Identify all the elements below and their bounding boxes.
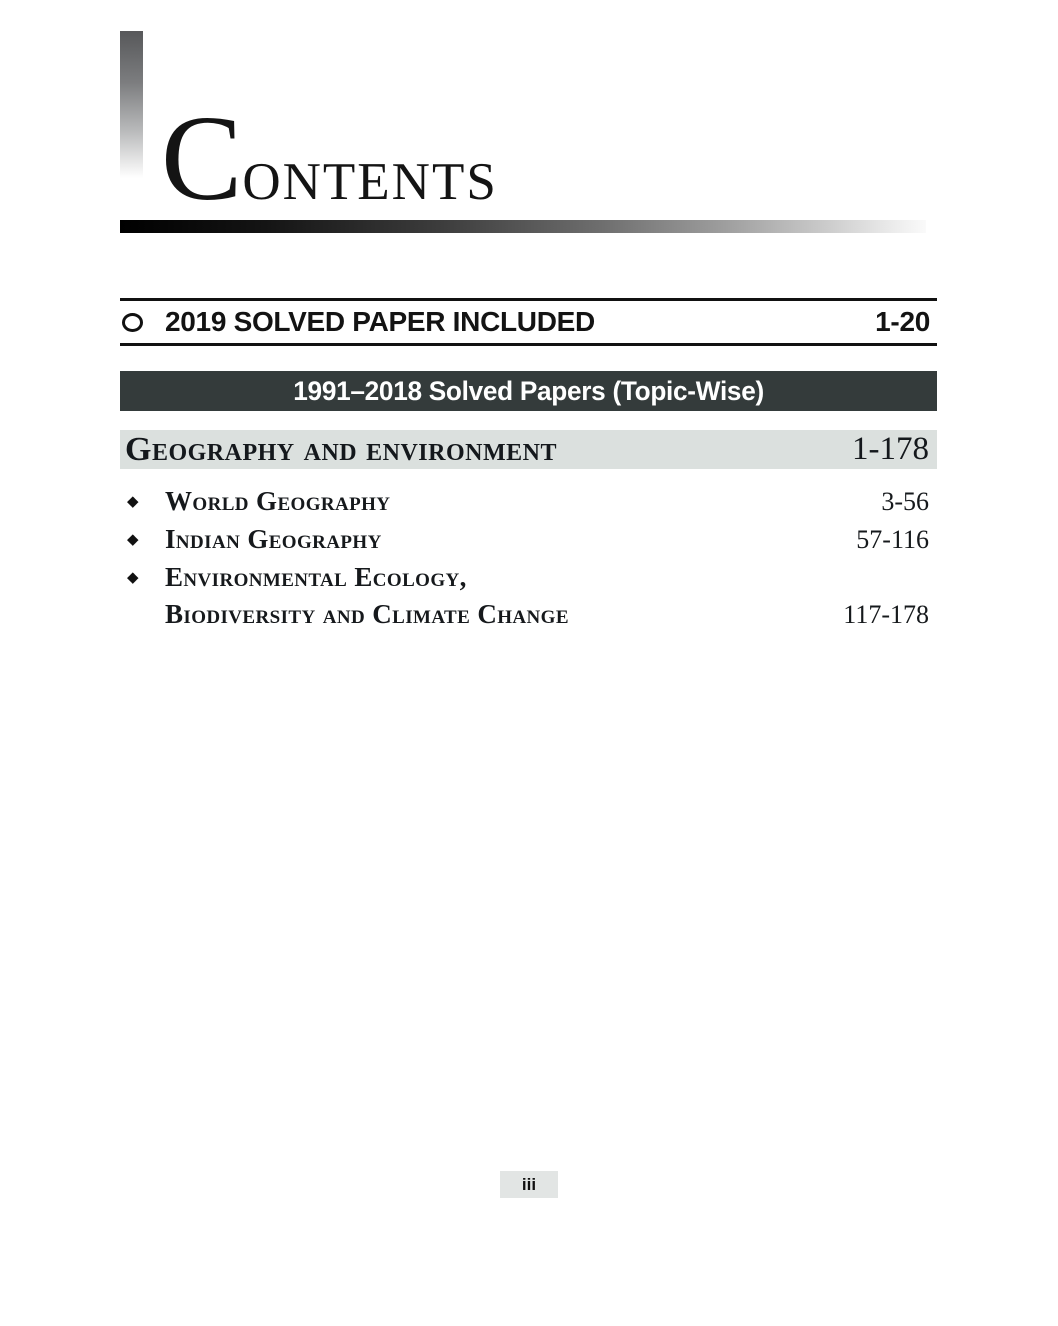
- title-drop-cap: C: [161, 91, 243, 226]
- toc-list: ◆ World Geography 3-56 ◆ Indian Geograph…: [120, 483, 937, 634]
- diamond-bullet-icon: ◆: [127, 492, 139, 510]
- gradient-rule-horizontal: [120, 220, 926, 233]
- solved-papers-banner: 1991–2018 Solved Papers (Topic-Wise): [120, 371, 937, 411]
- title-rest: ONTENTS: [242, 153, 498, 211]
- toc-item-label-line1: Environmental Ecology,: [165, 562, 467, 592]
- toc-item-label: Indian Geography: [165, 524, 382, 554]
- page-number-badge: iii: [500, 1171, 558, 1198]
- gradient-bar-vertical: [120, 31, 143, 178]
- solved-papers-banner-text: 1991–2018 Solved Papers (Topic-Wise): [293, 375, 764, 406]
- toc-item-indian-geography: ◆ Indian Geography 57-116: [120, 521, 937, 558]
- toc-item-environmental-ecology: ◆ Environmental Ecology, Biodiversity an…: [120, 559, 937, 633]
- page-title: CONTENTS: [161, 98, 498, 220]
- toc-item-pages: 117-178: [843, 600, 929, 629]
- toc-item-pages: 57-116: [856, 525, 929, 554]
- solved-paper-label: 2019 SOLVED PAPER INCLUDED: [165, 306, 595, 337]
- section-pages: 1-178: [852, 431, 929, 467]
- section-header-row: Geography and environment 1-178: [120, 430, 937, 469]
- toc-item-label: Environmental Ecology, Biodiversity and …: [165, 559, 843, 633]
- section-title: Geography and environment: [125, 430, 557, 468]
- toc-item-pages: 3-56: [881, 487, 929, 516]
- toc-item-world-geography: ◆ World Geography 3-56: [120, 483, 937, 520]
- toc-item-label: World Geography: [165, 486, 391, 516]
- toc-item-label-line2: Biodiversity and Climate Change: [165, 599, 569, 629]
- diamond-bullet-icon: ◆: [127, 530, 139, 548]
- diamond-bullet-icon: ◆: [127, 568, 139, 586]
- solved-paper-row: 2019 SOLVED PAPER INCLUDED 1-20: [120, 298, 937, 346]
- circle-bullet-icon: [122, 312, 143, 332]
- solved-paper-pages: 1-20: [875, 306, 930, 337]
